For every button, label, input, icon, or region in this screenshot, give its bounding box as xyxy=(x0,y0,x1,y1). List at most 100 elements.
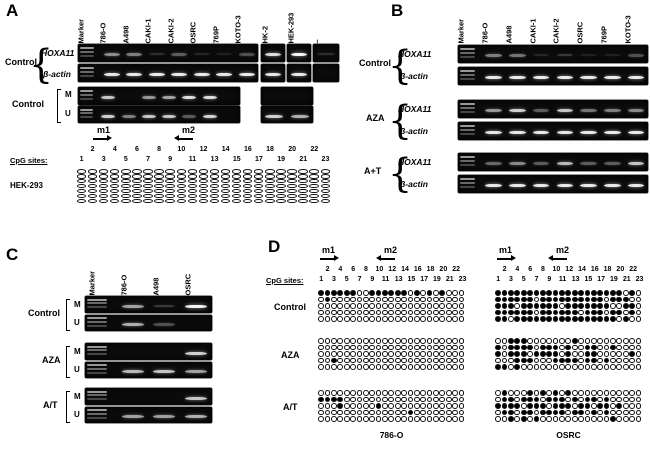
unmethylated-cpg-circle xyxy=(407,415,414,422)
cpg-site-number: 19 xyxy=(277,156,285,163)
unmethylated-cpg-circle xyxy=(350,296,356,303)
gel-band xyxy=(264,73,282,77)
methylated-cpg-circle xyxy=(552,290,559,297)
panel-a-rt-group-label: Control xyxy=(5,57,37,67)
methylated-cpg-circle xyxy=(546,296,553,303)
msp-row-m-label: M xyxy=(74,392,81,401)
unmethylated-cpg-circle xyxy=(520,363,527,370)
methylated-cpg-circle xyxy=(597,296,604,303)
methylated-cpg-circle xyxy=(514,403,521,409)
lane-label: CAKI-1 xyxy=(143,17,153,43)
unmethylated-cpg-circle xyxy=(209,193,220,199)
unmethylated-cpg-circle xyxy=(99,198,109,203)
unmethylated-cpg-circle xyxy=(318,415,325,422)
unmethylated-cpg-circle xyxy=(143,198,153,203)
panel-c-lane-labels: Marker 786-O A498 OSRC xyxy=(85,258,212,295)
unmethylated-cpg-circle xyxy=(635,390,642,397)
methylated-cpg-circle xyxy=(495,309,502,316)
methylated-cpg-circle xyxy=(533,303,540,309)
unmethylated-cpg-circle xyxy=(508,390,514,397)
methylated-cpg-circle xyxy=(610,415,616,422)
unmethylated-cpg-circle xyxy=(407,363,414,370)
bisulfite-clone-row xyxy=(495,344,642,351)
methylated-cpg-circle xyxy=(508,415,514,422)
unmethylated-cpg-circle xyxy=(603,363,610,370)
methylated-cpg-circle xyxy=(539,303,546,309)
unmethylated-cpg-circle xyxy=(254,198,264,203)
gel-band xyxy=(103,53,120,57)
cpg-site-number: 5 xyxy=(521,276,526,283)
bisulfite-clone-row xyxy=(76,193,331,199)
gel-band xyxy=(580,76,597,80)
gel-band xyxy=(171,73,188,77)
unmethylated-cpg-circle xyxy=(298,193,308,199)
unmethylated-cpg-circle xyxy=(407,296,414,303)
unmethylated-cpg-circle xyxy=(369,357,376,364)
methylated-cpg-circle xyxy=(324,296,331,303)
marker-band xyxy=(460,185,475,188)
unmethylated-cpg-circle xyxy=(154,169,164,174)
marker-band xyxy=(80,50,94,53)
methylated-cpg-circle xyxy=(603,290,610,297)
unmethylated-cpg-circle xyxy=(337,309,344,316)
panel-a-cpg-even-numbers: 2 4 6 8 10 12 14 16 18 20 22 xyxy=(76,146,331,155)
unmethylated-cpg-circle xyxy=(76,193,87,199)
unmethylated-cpg-circle xyxy=(603,351,610,357)
unmethylated-cpg-circle xyxy=(343,351,350,357)
unmethylated-cpg-circle xyxy=(198,174,209,179)
unmethylated-cpg-circle xyxy=(362,344,369,351)
methylated-cpg-circle xyxy=(533,290,540,297)
methylated-cpg-circle xyxy=(394,290,401,297)
methylated-cpg-circle xyxy=(603,403,610,409)
methylated-cpg-circle xyxy=(552,296,559,303)
bisulfite-clone-row xyxy=(318,344,465,351)
m1-arrow-icon xyxy=(320,255,339,262)
methylated-cpg-circle xyxy=(527,357,533,364)
marker-band xyxy=(80,116,93,119)
gel-band xyxy=(509,131,526,135)
unmethylated-cpg-circle xyxy=(452,415,458,422)
unmethylated-cpg-circle xyxy=(388,396,395,403)
methylated-cpg-circle xyxy=(514,296,521,303)
gel-band xyxy=(162,96,177,100)
unmethylated-cpg-circle xyxy=(343,363,350,370)
gel-band xyxy=(182,96,197,100)
unmethylated-cpg-circle xyxy=(420,351,427,357)
unmethylated-cpg-circle xyxy=(433,344,439,351)
gel-band xyxy=(627,184,645,188)
unmethylated-cpg-circle xyxy=(433,309,439,316)
unmethylated-cpg-circle xyxy=(426,390,433,397)
msp-row-u-label: U xyxy=(74,410,80,419)
unmethylated-cpg-circle xyxy=(369,351,376,357)
gel-band xyxy=(556,76,574,80)
methylated-cpg-circle xyxy=(520,415,527,422)
unmethylated-cpg-circle xyxy=(87,193,98,199)
gel-band xyxy=(148,73,165,77)
lane-label: HEK-293 xyxy=(286,12,295,43)
unmethylated-cpg-circle xyxy=(209,188,220,194)
unmethylated-cpg-circle xyxy=(452,357,458,364)
methylated-cpg-circle xyxy=(539,315,546,322)
unmethylated-cpg-circle xyxy=(629,396,635,403)
cpg-site-number: 22 xyxy=(452,266,460,273)
gel-band xyxy=(103,73,120,77)
unmethylated-cpg-circle xyxy=(597,351,604,357)
bisulfite-clone-row xyxy=(318,357,465,364)
unmethylated-cpg-circle xyxy=(635,290,642,297)
unmethylated-cpg-circle xyxy=(433,303,439,309)
unmethylated-cpg-circle xyxy=(337,415,344,422)
unmethylated-cpg-circle xyxy=(220,183,231,189)
methylated-cpg-circle xyxy=(546,290,553,297)
unmethylated-cpg-circle xyxy=(610,357,616,364)
unmethylated-cpg-circle xyxy=(324,403,331,409)
cpg-site-number: 16 xyxy=(590,266,599,273)
unmethylated-cpg-circle xyxy=(433,396,439,403)
unmethylated-cpg-circle xyxy=(337,390,344,397)
cpg-site-number: 4 xyxy=(112,146,117,153)
cpg-site-number: 1 xyxy=(319,276,324,283)
panel-a-msp-group-label: Control xyxy=(12,99,44,109)
bisulfite-clone-row xyxy=(318,303,465,309)
panel-a-bisulfite-sample-label: HEK-293 xyxy=(10,181,43,190)
unmethylated-cpg-circle xyxy=(243,183,253,189)
unmethylated-cpg-circle xyxy=(209,198,220,203)
